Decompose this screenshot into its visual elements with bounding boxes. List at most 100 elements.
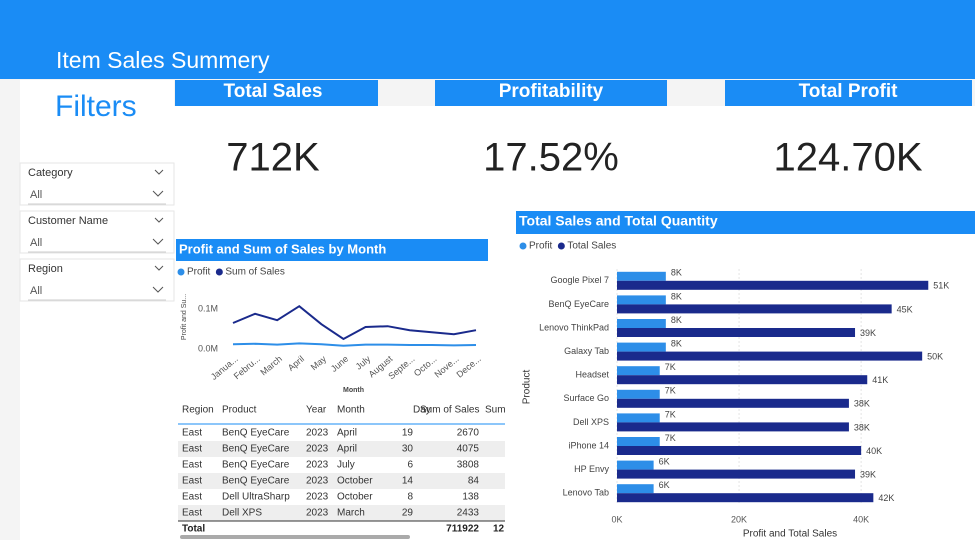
total-label: Total — [182, 524, 205, 535]
table-scrollbar — [180, 535, 410, 539]
data-label: 38K — [854, 422, 870, 432]
table-cell: 29 — [402, 508, 414, 519]
bar — [617, 375, 868, 385]
bar — [617, 366, 660, 376]
data-label: 8K — [671, 268, 682, 278]
table-cell: July — [337, 460, 355, 471]
data-label: 40K — [866, 446, 882, 456]
data-label: 50K — [927, 351, 943, 361]
chevron — [154, 265, 164, 271]
bar — [617, 398, 849, 408]
table-cell: BenQ EyeCare — [222, 428, 290, 439]
table-cell: April — [337, 444, 357, 455]
slicer — [19, 258, 175, 302]
kpi-value: 124.70K — [773, 136, 922, 180]
data-label: 7K — [665, 362, 676, 372]
chart-title-bar — [516, 211, 975, 234]
table-cell: 138 — [462, 492, 479, 503]
table-cell: East — [182, 476, 202, 487]
table-cell: 4075 — [457, 444, 480, 455]
table-cell: October — [337, 476, 373, 487]
y-tick-label: 0.1M — [198, 303, 218, 313]
y-axis-title: Product — [522, 370, 533, 405]
data-label: 39K — [860, 328, 876, 338]
table-cell: 2023 — [306, 492, 329, 503]
row-band — [178, 473, 505, 489]
line-series — [232, 342, 477, 347]
y-tick-label: Galaxy Tab — [564, 346, 609, 356]
table-cell: BenQ EyeCare — [222, 476, 290, 487]
kpi-label: Total Sales — [224, 81, 323, 102]
kpi-header — [725, 80, 972, 106]
table-cell: 2023 — [306, 444, 329, 455]
bar — [617, 437, 660, 446]
slicer-label: Region — [28, 263, 63, 275]
table-cell: April — [337, 428, 357, 439]
table-cell: BenQ EyeCare — [222, 460, 290, 471]
data-label: 45K — [897, 304, 913, 314]
y-tick-label: Dell XPS — [573, 417, 609, 427]
table-cell: 2023 — [306, 476, 329, 487]
y-axis-title: Profit and Su... — [181, 294, 188, 340]
data-label: 38K — [854, 399, 870, 409]
chart-title-bar — [176, 239, 488, 261]
slicer-value: All — [30, 237, 42, 249]
x-tick-label: 40K — [853, 514, 869, 524]
column-header: Product — [222, 405, 257, 416]
table-cell: 30 — [402, 444, 414, 455]
legend-marker — [519, 242, 527, 250]
x-axis-title: Profit and Total Sales — [743, 529, 837, 540]
bar — [617, 460, 654, 470]
bar — [617, 389, 660, 399]
table-cell: 8 — [407, 492, 413, 503]
bar — [617, 295, 666, 305]
kpi-value: 712K — [226, 136, 320, 180]
slicer-value: All — [30, 189, 42, 201]
y-tick-label: 0.0M — [198, 343, 218, 353]
column-header: Month — [337, 405, 365, 416]
table-cell: 14 — [402, 476, 414, 487]
column-header: Region — [182, 405, 214, 416]
chart-title: Total Sales and Total Quantity — [519, 213, 718, 229]
legend-marker — [177, 268, 185, 276]
slicer — [19, 210, 175, 254]
table-cell: 2023 — [306, 428, 329, 439]
total-cell: 12 — [493, 524, 505, 535]
data-label: 41K — [872, 375, 888, 385]
legend-label: Profit — [529, 241, 553, 252]
table-cell: East — [182, 492, 202, 503]
y-tick-label: BenQ EyeCare — [548, 299, 609, 309]
data-label: 8K — [671, 315, 682, 325]
column-header: Day — [413, 405, 431, 416]
chevron — [154, 169, 164, 175]
table-cell: 2023 — [306, 508, 329, 519]
bar — [617, 280, 929, 290]
bar — [617, 493, 874, 503]
table-cell: 2433 — [457, 508, 480, 519]
x-tick-label: 20K — [731, 514, 747, 524]
data-label: 6K — [659, 456, 670, 466]
bar — [617, 319, 666, 328]
y-tick-label: HP Envy — [574, 464, 609, 474]
y-tick-label: Lenovo ThinkPad — [539, 322, 609, 332]
legend-label: Sum of Sales — [225, 267, 284, 278]
table-cell: 3808 — [457, 460, 480, 471]
bar — [617, 422, 849, 432]
filters-title: Filters — [55, 90, 137, 123]
data-label: 42K — [878, 493, 894, 503]
column-header: Year — [306, 405, 327, 416]
data-label: 39K — [860, 469, 876, 479]
table-cell: BenQ EyeCare — [222, 444, 290, 455]
chevron — [152, 190, 164, 197]
chevron — [154, 217, 164, 223]
bar — [617, 342, 666, 352]
kpi-label: Total Profit — [799, 81, 899, 102]
data-label: 6K — [659, 480, 670, 490]
column-header: Sum — [485, 405, 506, 416]
data-label: 7K — [665, 409, 676, 419]
slicer — [19, 162, 175, 206]
data-label: 7K — [665, 386, 676, 396]
table-cell: 2023 — [306, 460, 329, 471]
legend-marker — [215, 268, 223, 276]
